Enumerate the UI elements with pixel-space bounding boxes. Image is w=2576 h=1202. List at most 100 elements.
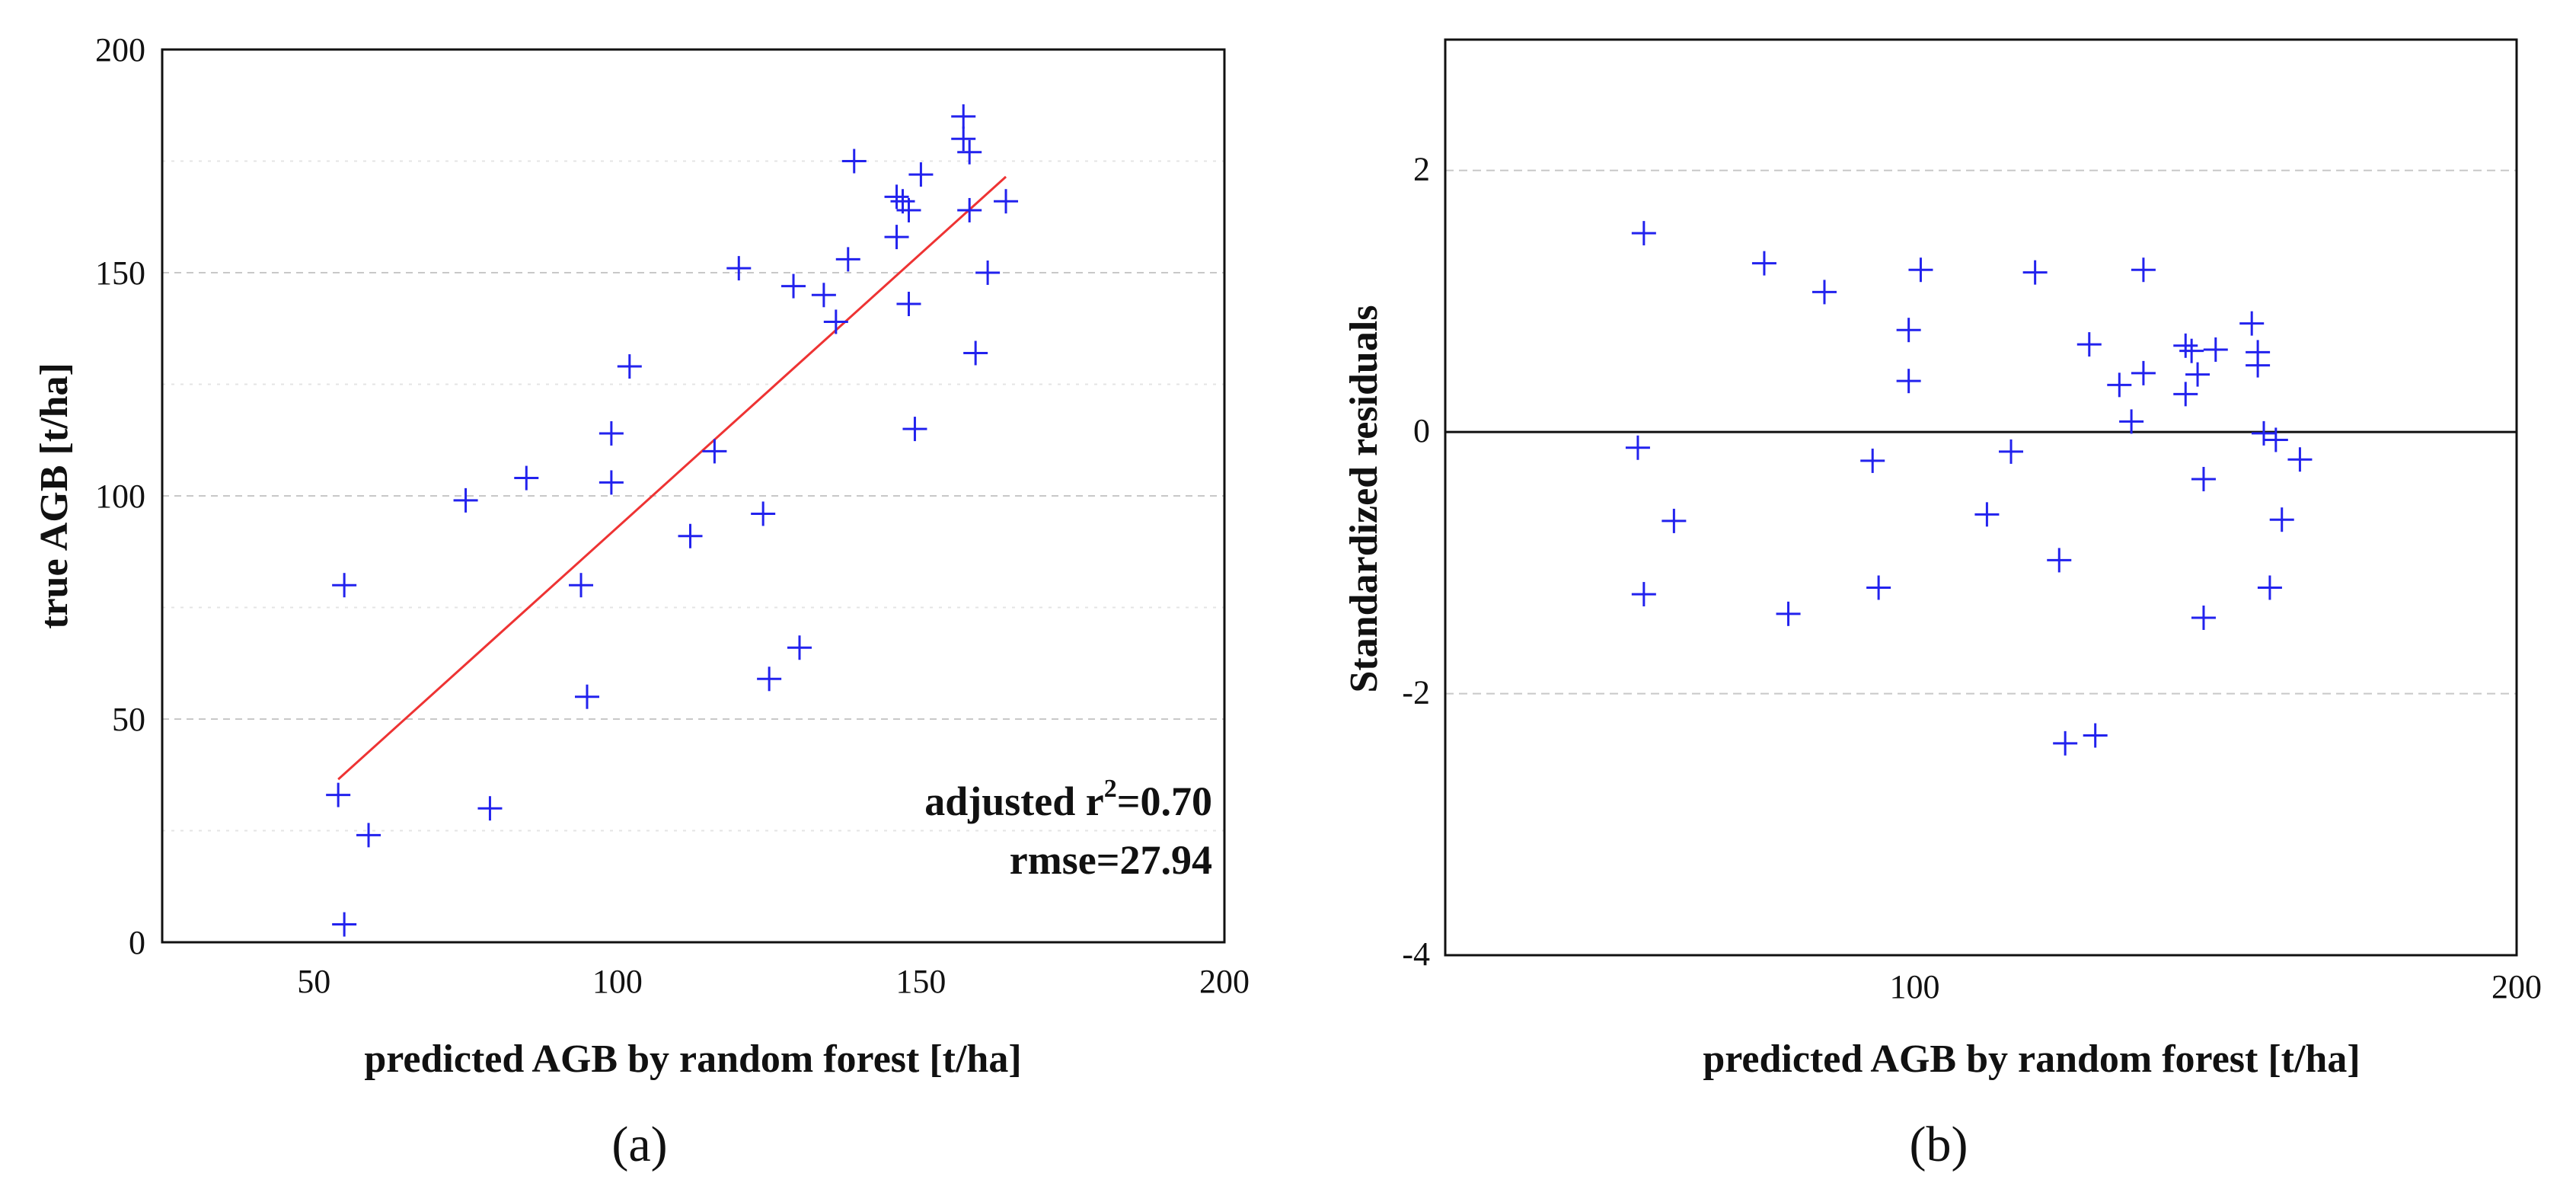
panel-b-data-point [2083, 723, 2108, 748]
panel-b-data-point [2173, 382, 2198, 407]
panel-a-data-point [726, 256, 752, 281]
panel-a-data-point [356, 823, 381, 848]
panel-b-data-point [1974, 502, 2000, 527]
panel-a-data-point [453, 488, 478, 513]
panel-b-data-point [2107, 372, 2132, 398]
panel-b-data-point [1896, 318, 1921, 343]
panel-b-ytick-label: -4 [1402, 935, 1430, 973]
panel-b-data-point [2185, 362, 2211, 387]
panel-a-ylabel: true AGB [t/ha] [33, 363, 76, 629]
panel-a-data-point [957, 197, 982, 222]
panel-b-data-point [2246, 353, 2271, 378]
panel-b-data-point [2119, 409, 2144, 434]
panel-b-data-point [1661, 508, 1687, 533]
panel-b-data-point [2203, 337, 2228, 362]
panel-b-xlabel: predicted AGB by random forest [t/ha] [1703, 1037, 2360, 1081]
panel-a-data-point [884, 225, 909, 250]
panel-a-annotation-r2: adjusted r2=0.70 [924, 775, 1212, 824]
panel-b-xtick-label: 200 [2491, 968, 2542, 1005]
panel-b-data-point [1625, 435, 1650, 460]
panel-a-plot-frame [161, 48, 1226, 944]
panel-a-data-point [678, 523, 703, 548]
panel-b-data-point [2252, 420, 2277, 446]
panel-a-data-point [787, 635, 812, 660]
panel-a-data-point [757, 667, 782, 692]
panel-a-points [326, 104, 1019, 937]
panel-a-data-point [841, 149, 867, 174]
panel-b-data-point [1811, 280, 1837, 305]
panel-a-data-point [569, 573, 594, 598]
panel-a-ytick-label: 0 [129, 924, 145, 961]
panel-a-data-point [599, 420, 624, 446]
panel-a-xtick-label: 150 [895, 963, 946, 1000]
panel-a-data-point [963, 340, 988, 366]
panel-a-xlabel: predicted AGB by random forest [t/ha] [364, 1037, 1021, 1081]
panel-b-data-point [2191, 605, 2216, 630]
panel-b-data-point [2263, 427, 2288, 452]
panel-b-data-point [2191, 466, 2216, 491]
panel-b-data-point [1776, 601, 1801, 626]
panel-a-xtick-label: 200 [1199, 963, 1250, 1000]
panel-a-data-point [575, 684, 599, 709]
panel-b-data-point [1896, 369, 1921, 394]
panel-b-data-point [2053, 730, 2078, 756]
panel-b-data-point [2173, 333, 2198, 358]
panel-b-ticks: -4 -2 0 2 100 200 [1402, 151, 2542, 1005]
panel-a-data-point [884, 184, 909, 209]
panel-a-ytick-label: 150 [95, 254, 145, 292]
panel-a-data-point [994, 189, 1019, 214]
panel-b-data-point [2239, 311, 2265, 336]
panel-a-data-point [326, 782, 351, 807]
panel-b-data-point [2257, 575, 2282, 600]
panel-a: 0 50 100 150 200 50 100 150 200 adjusted r2=0.70… [33, 31, 1250, 1172]
panel-b-data-point [1751, 251, 1776, 276]
panel-a-ytick-label: 100 [95, 478, 145, 515]
panel-a-fit-line [337, 175, 1007, 781]
panel-a-data-point [599, 470, 624, 495]
panel-a-data-point [514, 465, 539, 491]
panel-b-data-point [2076, 332, 2102, 357]
panel-a-data-point [902, 417, 927, 442]
panel-b-xtick-label: 100 [1890, 968, 1940, 1005]
panel-a-data-point [332, 912, 357, 937]
panel-b-points [1625, 221, 2313, 756]
panel-b-label: (b) [1910, 1117, 1968, 1172]
panel-a-gridlines [162, 160, 1224, 832]
panel-b-data-point [2131, 360, 2156, 385]
panel-b-data-point [2287, 447, 2313, 472]
panel-b-plot-frame [1444, 38, 2518, 957]
panel-a-data-point [781, 273, 806, 299]
panel-b-data-point [1631, 221, 1656, 246]
panel-a-data-point [835, 247, 860, 272]
panel-a-data-point [823, 309, 848, 334]
panel-b-data-point [2179, 338, 2204, 363]
panel-b-ytick-label: 0 [1413, 412, 1430, 449]
panel-b-data-point [2047, 548, 2072, 573]
panel-a-data-point [908, 162, 934, 187]
panel-b-data-point [1908, 257, 1933, 283]
panel-a-data-point [957, 139, 982, 165]
panel-b-data-point [2131, 257, 2156, 283]
panel-a-data-point [975, 261, 1001, 285]
panel-a-data-point [702, 439, 727, 464]
panel-a-data-point [477, 796, 503, 821]
panel-a-ytick-label: 50 [112, 701, 145, 738]
panel-b: -4 -2 0 2 100 200 predicted AGB by random for… [1342, 38, 2542, 1172]
panel-b-data-point [1866, 575, 1891, 600]
panel-a-data-point [896, 197, 921, 222]
panel-a-data-point [951, 126, 976, 152]
panel-b-ylabel: Standardized residuals [1342, 305, 1386, 692]
panel-a-data-point [951, 104, 976, 129]
panel-a-xtick-label: 50 [297, 963, 330, 1000]
panel-a-data-point [811, 283, 836, 308]
panel-a-label: (a) [611, 1117, 667, 1172]
panel-b-ytick-label: -2 [1402, 674, 1430, 711]
panel-b-data-point [2269, 507, 2294, 532]
panel-b-data-point [1999, 439, 2024, 464]
panel-a-data-point [617, 354, 642, 379]
panel-b-data-point [1860, 448, 1885, 473]
panel-a-data-point [332, 573, 357, 598]
panel-a-annotation-rmse: rmse=27.94 [1010, 837, 1212, 883]
panel-a-ticks: 0 50 100 150 200 50 100 150 200 [95, 31, 1250, 1000]
